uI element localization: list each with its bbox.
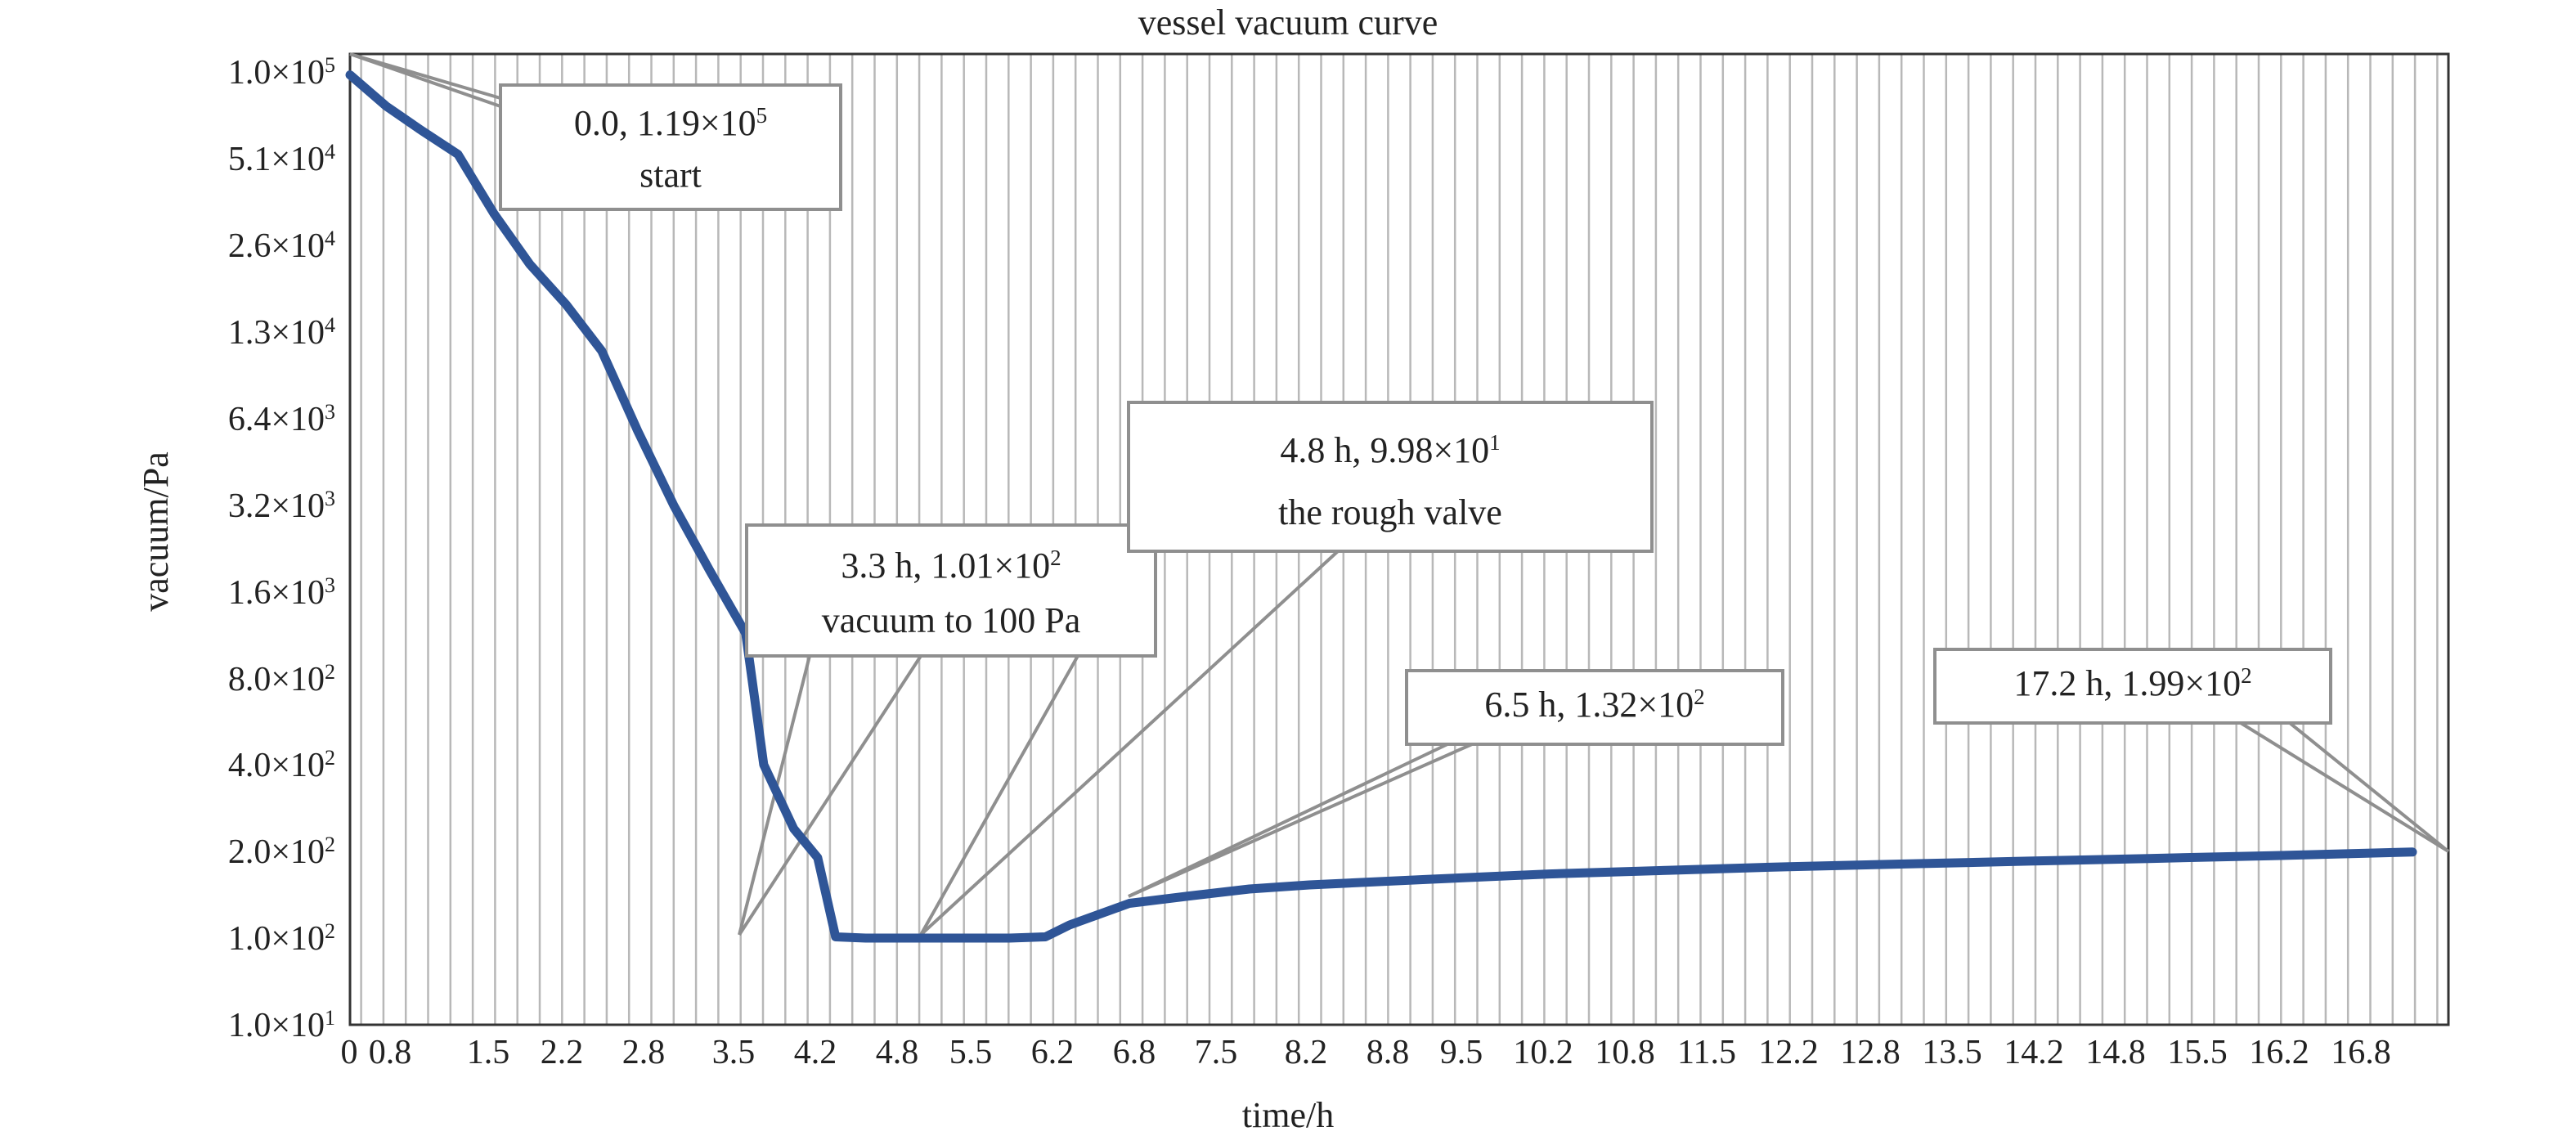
x-tick-label: 12.8 [1840,1034,1901,1071]
x-axis-label: time/h [1242,1095,1334,1135]
plot-frame [348,52,2450,1026]
annotation-leader [2239,721,2450,853]
x-tick-label: 0 [341,1034,358,1071]
annotation-leader [919,550,1340,936]
y-tick-label: 1.0×105 [228,53,335,92]
x-tick-label: 4.8 [876,1034,919,1071]
annotation-leader [2288,721,2450,853]
y-tick-label: 3.2×103 [228,487,335,526]
x-tick-label: 3.5 [712,1034,756,1071]
x-tick-label: 1.5 [467,1034,510,1071]
annotation-note: start [640,155,702,195]
annotation-value: 3.3 h, 1.01×102 [841,546,1061,586]
x-tick-label: 13.5 [1922,1034,1982,1071]
annotation-value: 17.2 h, 1.99×102 [2013,663,2251,703]
annotation-leader [1128,743,1473,898]
annotation-boxes: 0.0, 1.19×105 start 3.3 h, 1.01×102 vacuum … [499,83,2332,746]
annotation-box [1933,648,2332,725]
y-tick-label: 1.6×103 [228,573,335,613]
x-tick-labels: 0 0.8 1.5 2.2 2.8 3.5 4.2 4.8 5.5 6.2 6.8 7.5 8.2 8.8… [341,1034,2391,1071]
y-tick-labels: 1.0×101 1.0×102 2.0×102 4.0×102 8.0×102 1.6×1… [228,53,335,1045]
x-tick-label: 12.2 [1758,1034,1819,1071]
vacuum-series-line [345,70,2417,943]
chart-title: vessel vacuum curve [1138,2,1438,43]
annotation-box [1405,669,1784,746]
x-tick-label: 5.5 [949,1034,993,1071]
x-tick-label: 14.2 [2004,1034,2064,1071]
annotation-value: 4.8 h, 9.98×101 [1280,430,1500,470]
annotation-value: 0.0, 1.19×105 [574,103,767,143]
annotation-note: vacuum to 100 Pa [822,600,1081,640]
annotation-note: the rough valve [1278,492,1502,532]
x-tick-label: 14.8 [2085,1034,2146,1071]
x-tick-label: 7.5 [1195,1034,1238,1071]
x-tick-label: 10.2 [1513,1034,1573,1071]
x-tick-label: 16.8 [2331,1034,2391,1071]
x-tick-label: 16.2 [2249,1034,2309,1071]
grid-lines [360,54,2439,1025]
annotation-box [499,83,842,211]
annotation-leader [349,52,501,108]
x-tick-label: 8.8 [1367,1034,1410,1071]
x-tick-label: 6.8 [1113,1034,1156,1071]
x-tick-label: 10.8 [1595,1034,1655,1071]
annotation-leader [738,654,922,936]
x-tick-label: 15.5 [2167,1034,2228,1071]
x-tick-label: 2.8 [622,1034,666,1071]
x-tick-label: 9.5 [1440,1034,1483,1071]
x-tick-label: 0.8 [369,1034,412,1071]
x-tick-label: 11.5 [1677,1034,1736,1071]
y-tick-label: 2.6×104 [228,227,335,266]
y-tick-label: 1.0×102 [228,919,335,959]
y-axis-label: vacuum/Pa [136,451,176,612]
annotation-box [745,523,1157,658]
y-tick-label: 8.0×102 [228,660,335,699]
y-tick-label: 1.3×104 [228,313,335,352]
y-tick-label: 4.0×102 [228,746,335,785]
y-tick-label: 1.0×101 [228,1006,335,1045]
x-tick-label: 4.2 [794,1034,837,1071]
annotation-leader [1128,743,1448,898]
x-tick-label: 8.2 [1285,1034,1328,1071]
y-tick-label: 6.4×103 [228,400,335,439]
annotation-box [1127,401,1654,553]
annotation-value: 6.5 h, 1.32×102 [1484,685,1704,725]
x-tick-label: 6.2 [1031,1034,1075,1071]
y-tick-label: 5.1×104 [228,140,335,179]
y-tick-label: 2.0×102 [228,833,335,872]
x-tick-label: 2.2 [541,1034,584,1071]
